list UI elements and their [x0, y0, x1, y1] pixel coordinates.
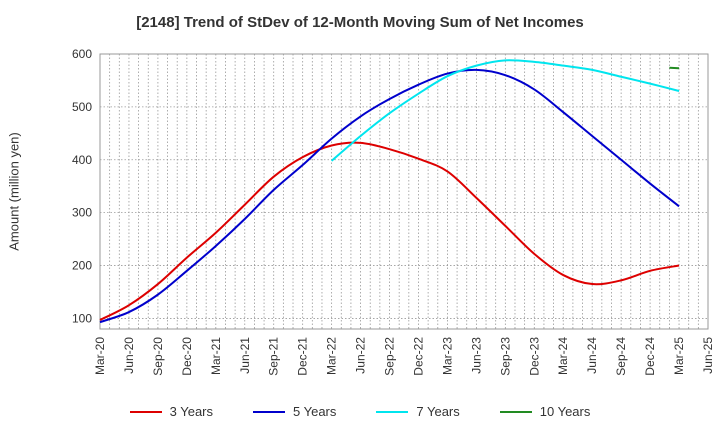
y-tick-label: 600: [72, 47, 92, 61]
series-lines: [99, 59, 680, 324]
series-line-3-years: [99, 141, 680, 321]
legend-item-10-years: 10 Years: [499, 404, 591, 419]
legend-swatch: [499, 410, 532, 413]
plot-area: [99, 53, 709, 330]
x-tick-label: Mar-21: [209, 337, 223, 375]
x-tick-label: Dec-23: [527, 337, 541, 376]
line-chart: 100 200 300 400 500 600 Mar-20 Jun-20 Sep-20 Dec…: [72, 47, 715, 376]
x-tick-label: Mar-23: [440, 337, 454, 375]
legend-label: 3 Years: [169, 404, 213, 419]
x-tick-label: Mar-24: [556, 337, 570, 375]
legend-swatch: [376, 410, 409, 413]
legend-swatch: [253, 410, 285, 413]
grid-lines: [99, 53, 709, 329]
x-tick-label: Sep-24: [614, 337, 628, 376]
legend-label: 10 Years: [539, 404, 591, 419]
x-tick-label: Dec-22: [411, 337, 425, 376]
x-tick-label: Jun-23: [469, 337, 483, 374]
x-tick-label: Dec-24: [643, 337, 657, 376]
chart-title: [2148] Trend of StDev of 12-Month Moving…: [136, 14, 584, 31]
legend-swatch: [129, 410, 162, 413]
x-tick-label: Sep-22: [383, 337, 397, 376]
y-tick-label: 400: [72, 153, 92, 167]
y-tick-labels: 100 200 300 400 500 600: [72, 47, 92, 325]
x-tick-label: Jun-20: [122, 337, 136, 374]
x-tick-label: Dec-20: [180, 337, 194, 376]
y-tick-label: 300: [72, 206, 92, 220]
x-tick-label: Jun-24: [585, 337, 599, 374]
legend-label: 7 Years: [416, 404, 460, 419]
legend-item-3-years: 3 Years: [129, 404, 213, 419]
x-tick-label: Jun-22: [354, 337, 368, 374]
series-line-10-years: [669, 66, 680, 70]
series-line-5-years: [99, 68, 680, 324]
y-tick-label: 200: [72, 259, 92, 273]
legend-label: 5 Years: [293, 404, 337, 419]
x-tick-label: Jun-25: [701, 337, 715, 374]
legend-item-7-years: 7 Years: [376, 404, 460, 419]
series-line-7-years: [330, 59, 680, 162]
x-tick-label: Mar-20: [93, 337, 107, 375]
x-tick-label: Dec-21: [296, 337, 310, 376]
x-tick-label: Mar-25: [672, 337, 686, 375]
x-tick-label: Sep-21: [267, 337, 281, 376]
legend: 3 Years 5 Years 7 Years 10 Years: [0, 404, 720, 419]
x-tick-labels: Mar-20 Jun-20 Sep-20 Dec-20 Mar-21 Jun-21 Sep-…: [93, 337, 715, 376]
y-tick-label: 100: [72, 311, 92, 325]
x-tick-label: Jun-21: [238, 337, 252, 374]
y-tick-label: 500: [72, 100, 92, 114]
x-tick-label: Mar-22: [325, 337, 339, 375]
x-tick-label: Sep-23: [498, 337, 512, 376]
x-tick-label: Sep-20: [151, 337, 165, 376]
legend-item-5-years: 5 Years: [253, 404, 336, 419]
